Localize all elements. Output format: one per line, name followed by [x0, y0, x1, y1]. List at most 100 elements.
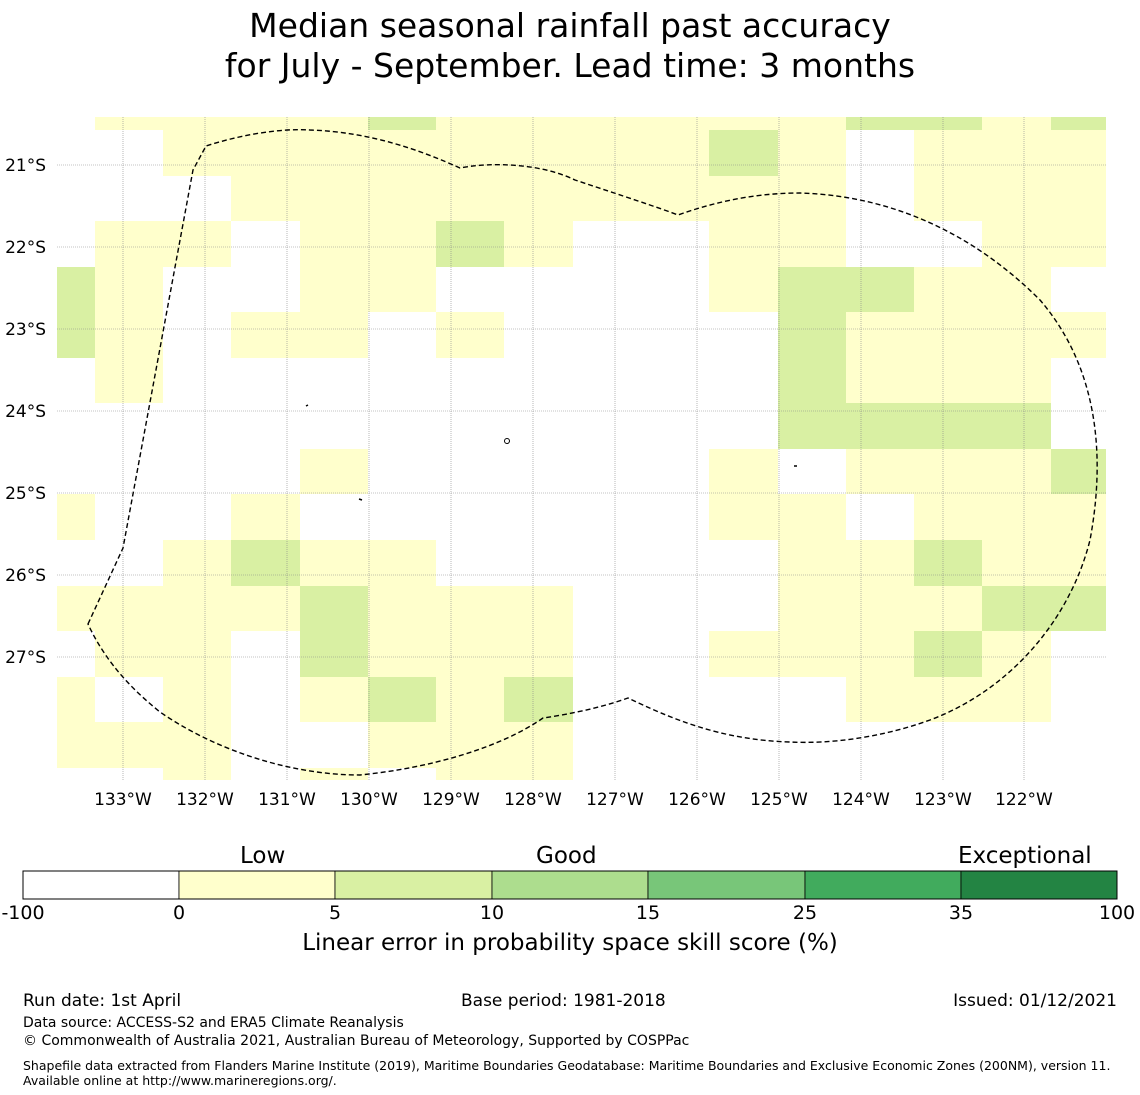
skill-cell	[914, 130, 982, 176]
colorbar-swatch	[178, 870, 336, 900]
skill-cell	[982, 130, 1051, 176]
eez-boundary	[87, 128, 1098, 776]
skill-cell	[778, 403, 846, 449]
skill-cell	[95, 358, 163, 403]
skill-cell	[914, 540, 982, 586]
skill-cell	[573, 117, 641, 130]
latitude-label: 27°S	[5, 648, 46, 668]
skill-cell	[57, 312, 95, 358]
longitude-label: 130°W	[340, 790, 398, 810]
skill-cell	[231, 494, 300, 540]
skill-cell	[163, 677, 231, 722]
skill-cell	[231, 130, 300, 176]
island	[305, 404, 309, 407]
latitude-label: 25°S	[5, 484, 46, 504]
skill-cell	[982, 631, 1051, 677]
skill-cell	[436, 677, 504, 722]
latitude-label: 22°S	[5, 238, 46, 258]
skill-cell	[709, 494, 778, 540]
colorbar-tick-label: 5	[328, 902, 342, 924]
skill-cell	[300, 631, 368, 677]
skill-cell	[1051, 494, 1106, 540]
map-title-line2: for July - September. Lead time: 3 month…	[224, 46, 916, 85]
skill-cell	[1051, 540, 1106, 586]
skill-cell	[778, 540, 846, 586]
skill-cell	[709, 130, 778, 176]
longitude-label: 128°W	[504, 790, 562, 810]
island	[504, 438, 510, 444]
skill-cell	[982, 267, 1051, 312]
latitude-label: 24°S	[5, 402, 46, 422]
skill-cell	[95, 586, 163, 631]
skill-cell	[982, 540, 1051, 586]
issued-date: Issued: 01/12/2021	[953, 991, 1117, 1011]
skill-cell	[982, 221, 1051, 267]
skill-cell	[368, 540, 436, 586]
colorbar-tick-label: -100	[1, 902, 45, 924]
skill-cell	[1051, 312, 1106, 358]
skill-cell	[300, 221, 368, 267]
skill-cell	[436, 117, 504, 130]
longitude-label: 127°W	[586, 790, 644, 810]
colorbar-tick-label: 100	[1098, 902, 1136, 924]
copyright: © Commonwealth of Australia 2021, Austra…	[23, 1033, 690, 1049]
colorbar-swatch	[647, 870, 806, 900]
colorbar-tick-label: 15	[635, 902, 661, 924]
skill-cell	[163, 768, 231, 780]
skill-cell	[504, 677, 573, 722]
skill-cell	[231, 540, 300, 586]
colorbar-swatch	[804, 870, 962, 900]
skill-cell	[709, 221, 778, 267]
skill-cell	[846, 449, 914, 494]
latitude-label: 26°S	[5, 566, 46, 586]
skill-cell	[504, 768, 573, 780]
run-date: Run date: 1st April	[23, 991, 182, 1011]
skill-cell	[982, 117, 1051, 130]
skill-cell	[982, 312, 1051, 358]
skill-cell	[231, 117, 300, 130]
longitude-label: 125°W	[750, 790, 808, 810]
skill-cell	[163, 631, 231, 677]
skill-cell	[982, 677, 1051, 722]
skill-cell	[914, 586, 982, 631]
map-title-line1: Median seasonal rainfall past accuracy	[249, 6, 891, 45]
skill-cell	[504, 722, 573, 768]
longitude-label: 129°W	[422, 790, 480, 810]
skill-cell	[368, 722, 436, 768]
skill-cell	[778, 130, 846, 176]
skill-cell	[504, 117, 573, 130]
colorbar-label-exceptional: Exceptional	[958, 843, 1092, 869]
colorbar-tick-label: 0	[172, 902, 186, 924]
skill-cell	[231, 312, 300, 358]
skill-cell	[300, 312, 368, 358]
skill-cell	[436, 768, 504, 780]
skill-cell	[982, 403, 1051, 449]
skill-cell	[982, 176, 1051, 221]
colorbar	[22, 870, 1118, 900]
skill-cell	[846, 631, 914, 677]
longitude-label: 123°W	[914, 790, 972, 810]
colorbar-axis-label: Linear error in probability space skill …	[302, 930, 838, 956]
longitude-label: 124°W	[832, 790, 890, 810]
colorbar-swatch	[491, 870, 649, 900]
skill-cell	[95, 722, 163, 768]
skill-cell	[709, 117, 778, 130]
skill-cell	[368, 677, 436, 722]
skill-cell	[846, 267, 914, 312]
skill-cell	[846, 677, 914, 722]
skill-cell	[57, 677, 95, 722]
colorbar-tick-label: 10	[479, 902, 505, 924]
skill-cell	[914, 176, 982, 221]
skill-cell	[436, 130, 504, 176]
longitude-labels: 133°W 132°W 131°W 130°W 129°W 128°W 127°W 126°W…	[94, 790, 1053, 810]
skill-cell	[982, 358, 1051, 403]
skill-cell	[778, 631, 846, 677]
skill-cell	[57, 267, 95, 312]
skill-cell	[1051, 176, 1106, 221]
skill-cell	[778, 358, 846, 403]
skill-cell	[778, 586, 846, 631]
skill-cell	[709, 631, 778, 677]
skill-cell	[846, 117, 914, 130]
skill-cell	[846, 540, 914, 586]
skill-cell	[1051, 117, 1106, 130]
